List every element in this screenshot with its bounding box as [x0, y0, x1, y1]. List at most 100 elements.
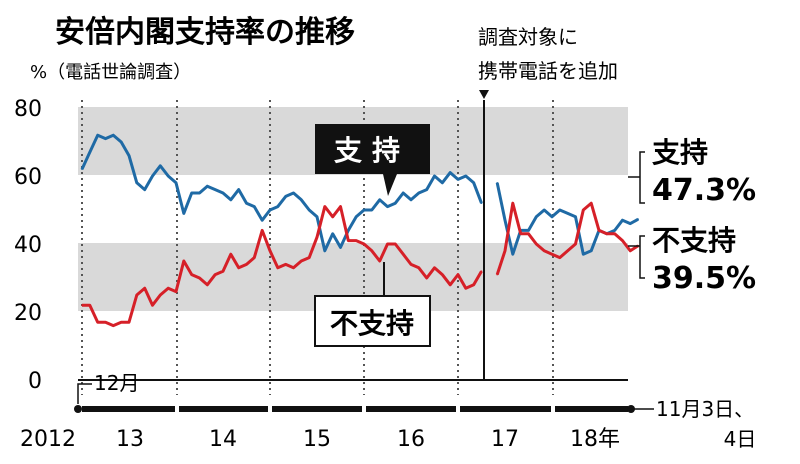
support-point-59 [551, 216, 553, 218]
support-point-27 [292, 192, 295, 194]
chart-subtitle: %（電話世論調査） [30, 62, 191, 83]
month-label: 12月 [94, 371, 139, 395]
nonsupport-right-label: 不支持 [652, 224, 736, 257]
support-point-19 [230, 199, 232, 201]
support-point-44 [425, 188, 428, 191]
end-note-line-2: 4日 [724, 427, 757, 451]
nonsupport-point-47 [449, 284, 452, 286]
nonsupport-point-10 [159, 294, 162, 296]
support-point-61 [566, 212, 569, 215]
support-point-64 [590, 250, 592, 252]
support-point-37 [371, 209, 373, 211]
support-point-28 [300, 199, 303, 201]
support-point-9 [151, 175, 154, 177]
support-point-12 [175, 182, 177, 184]
year-label-16: 16 [397, 427, 425, 452]
nonsupport-point-12 [175, 290, 177, 293]
nonsupport-point-23 [261, 229, 264, 232]
support-point-53 [504, 219, 506, 221]
support-point-17 [214, 188, 216, 191]
nonsupport-point-54 [512, 202, 514, 204]
annotation-marker [479, 90, 489, 99]
support-point-60 [559, 209, 561, 211]
chart-title: 安倍内閣支持率の推移 [55, 15, 355, 50]
support-point-25 [277, 205, 279, 208]
support-point-8 [143, 188, 146, 191]
support-point-26 [284, 195, 287, 198]
y-tick-60: 60 [14, 165, 42, 190]
y-tick-40: 40 [14, 233, 42, 258]
year-bar-16 [366, 406, 456, 412]
series-layer [80, 133, 640, 328]
y-tick-0: 0 [28, 369, 42, 394]
nonsupport-line-segment-1 [82, 205, 483, 328]
nonsupport-point-48 [457, 273, 459, 276]
nonsupport-point-9 [151, 304, 154, 307]
year-label-18: 18年 [570, 427, 620, 452]
support-point-52 [496, 182, 499, 184]
nonsupport-point-59 [551, 253, 553, 255]
support-point-31 [324, 250, 326, 252]
support-point-51 [480, 202, 483, 204]
nonsupport-point-5 [120, 321, 122, 324]
nonsupport-point-4 [112, 324, 115, 327]
support-point-3 [104, 137, 107, 140]
nonsupport-point-40 [394, 243, 397, 245]
nonsupport-point-52 [496, 273, 499, 276]
annotation-line-2: 携帯電話を追加 [478, 59, 618, 83]
support-point-41 [402, 192, 405, 194]
nonsupport-point-43 [418, 267, 420, 269]
nonsupport-point-24 [269, 250, 271, 252]
end-dot [627, 405, 635, 413]
support-point-21 [245, 202, 248, 204]
nonsupport-point-32 [331, 216, 334, 218]
y-tick-80: 80 [14, 97, 42, 122]
support-point-43 [418, 192, 420, 194]
support-point-48 [457, 178, 459, 181]
nonsupport-point-14 [190, 273, 193, 276]
month-callout-line [77, 383, 92, 404]
support-point-2 [96, 134, 99, 136]
support-point-38 [378, 199, 381, 201]
nonsupport-point-34 [347, 239, 350, 242]
support-point-54 [512, 253, 514, 255]
nonsupport-point-41 [402, 253, 405, 255]
support-point-24 [269, 209, 271, 211]
nonsupport-label-box [314, 295, 431, 347]
support-point-67 [613, 229, 616, 232]
end-note-line-1: 11月3日、 [656, 397, 754, 421]
support-point-49 [465, 175, 467, 177]
year-bar-15 [272, 406, 362, 412]
support-point-18 [222, 192, 224, 194]
year-label-15: 15 [303, 427, 331, 452]
support-point-57 [535, 216, 538, 218]
support-point-30 [316, 216, 318, 218]
year-label-2012: 2012 [20, 427, 76, 452]
support-point-68 [621, 219, 624, 221]
nonsupport-point-31 [324, 205, 326, 208]
nonsupport-point-21 [245, 263, 248, 266]
nonsupport-point-22 [253, 256, 256, 259]
support-point-36 [363, 209, 365, 211]
nonsupport-point-35 [355, 239, 358, 242]
nonsupport-point-27 [292, 267, 295, 269]
nonsupport-point-57 [535, 243, 538, 245]
support-inline-label: 支持 [334, 134, 410, 167]
nonsupport-point-3 [104, 321, 107, 324]
nonsupport-inline-label: 不支持 [330, 307, 414, 340]
support-point-46 [441, 182, 444, 184]
nonsupport-point-7 [136, 294, 138, 296]
nonsupport-point-25 [277, 267, 279, 269]
support-point-56 [527, 229, 530, 232]
nonsupport-point-65 [598, 229, 600, 232]
support-point-35 [355, 216, 358, 218]
year-label-14: 14 [209, 427, 237, 452]
nonsupport-point-42 [410, 263, 412, 266]
support-point-58 [543, 209, 545, 211]
support-point-1 [89, 151, 91, 153]
support-point-62 [574, 216, 577, 218]
support-point-13 [183, 212, 185, 215]
nonsupport-point-30 [316, 236, 318, 238]
support-point-70 [637, 218, 639, 220]
nonsupport-point-69 [629, 250, 632, 252]
